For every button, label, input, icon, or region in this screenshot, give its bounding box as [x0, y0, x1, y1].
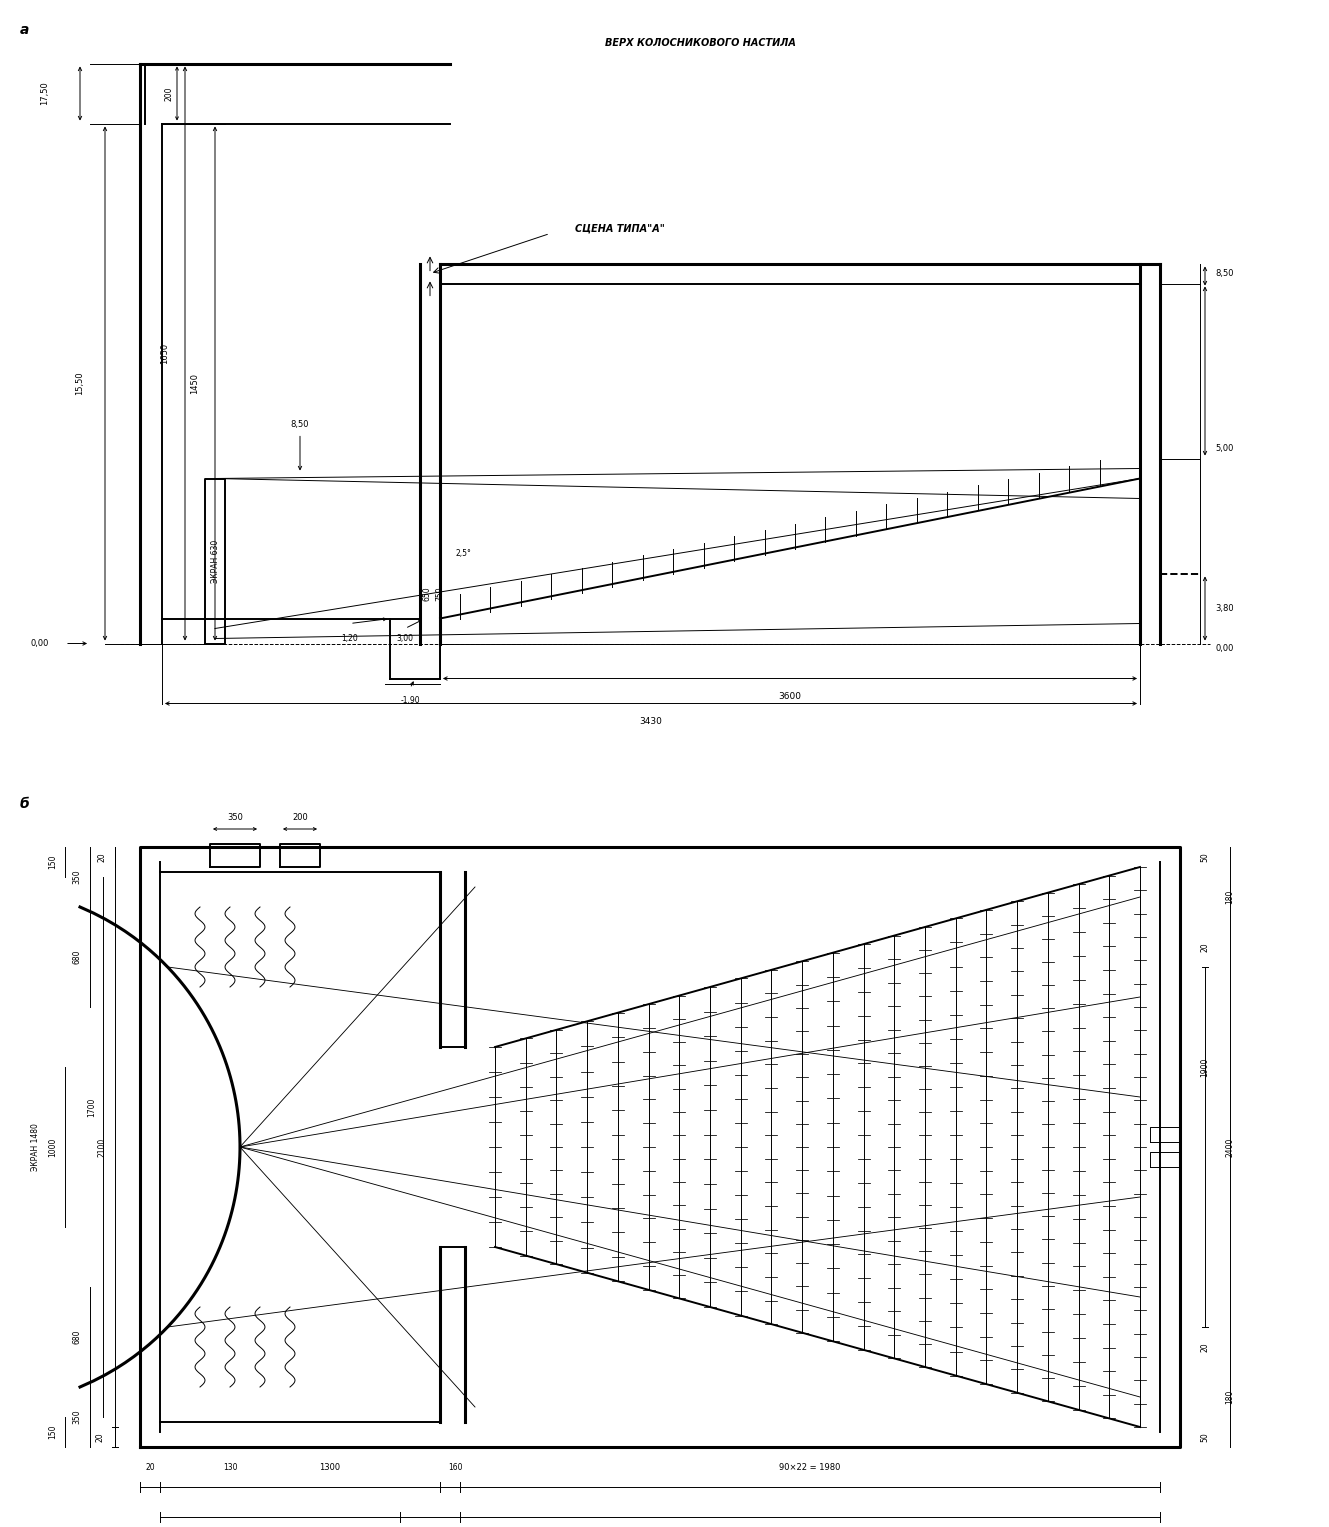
Text: 20: 20	[97, 852, 106, 861]
Text: 160: 160	[448, 1463, 462, 1472]
Text: 2,5°: 2,5°	[455, 550, 470, 557]
Text: 680: 680	[73, 950, 81, 964]
Text: 8,50: 8,50	[1215, 269, 1233, 278]
Text: СЦЕНА ТИПА"А": СЦЕНА ТИПА"А"	[575, 223, 664, 234]
Text: 350: 350	[227, 812, 243, 822]
Text: 15,50: 15,50	[76, 371, 85, 395]
Text: 150: 150	[48, 855, 57, 869]
Text: 3600: 3600	[779, 692, 801, 701]
Text: 20: 20	[96, 1432, 105, 1441]
Text: 17,50: 17,50	[40, 81, 49, 105]
Text: -1,90: -1,90	[400, 696, 420, 705]
Text: ВЕРХ КОЛОСНИКОВОГО НАСТИЛА: ВЕРХ КОЛОСНИКОВОГО НАСТИЛА	[605, 38, 796, 49]
Text: 650: 650	[423, 586, 432, 600]
Text: 200: 200	[165, 86, 174, 101]
Text: 200: 200	[292, 812, 308, 822]
Text: 2400: 2400	[1225, 1138, 1235, 1156]
Text: 3,80: 3,80	[1215, 605, 1233, 612]
Text: 50: 50	[1200, 1432, 1209, 1441]
Text: 1300: 1300	[319, 1463, 340, 1472]
Text: 350: 350	[73, 1409, 81, 1425]
Text: 20: 20	[1200, 942, 1209, 951]
Text: 20: 20	[1200, 1342, 1209, 1351]
Text: 350: 350	[73, 870, 81, 884]
Text: 8,50: 8,50	[291, 420, 310, 429]
Text: 5,00: 5,00	[1215, 444, 1233, 454]
Text: 680: 680	[73, 1330, 81, 1344]
Text: 50: 50	[1200, 852, 1209, 861]
Text: 1450: 1450	[190, 373, 199, 394]
Text: 3430: 3430	[639, 718, 662, 725]
Text: 130: 130	[223, 1463, 238, 1472]
Text: 1,20: 1,20	[342, 634, 359, 643]
Text: 180: 180	[1225, 890, 1235, 904]
Text: ЭКРАН 630: ЭКРАН 630	[210, 539, 219, 583]
Text: 750: 750	[436, 586, 444, 600]
Text: 90×22 = 1980: 90×22 = 1980	[779, 1463, 841, 1472]
Text: 1000: 1000	[48, 1138, 57, 1156]
Text: 1650: 1650	[161, 344, 170, 363]
Text: 1700: 1700	[88, 1098, 97, 1116]
Text: 0,00: 0,00	[1215, 644, 1233, 654]
Text: а: а	[20, 23, 29, 38]
Text: ЭКРАН 1480: ЭКРАН 1480	[31, 1122, 40, 1171]
Text: 2100: 2100	[97, 1138, 106, 1156]
Text: 20: 20	[145, 1463, 154, 1472]
Text: 150: 150	[48, 1425, 57, 1440]
Text: 3,00: 3,00	[396, 634, 413, 643]
Text: 180: 180	[1225, 1390, 1235, 1405]
Text: 1900: 1900	[1200, 1057, 1209, 1077]
Text: 0,00: 0,00	[31, 638, 49, 647]
Text: б: б	[20, 797, 29, 811]
